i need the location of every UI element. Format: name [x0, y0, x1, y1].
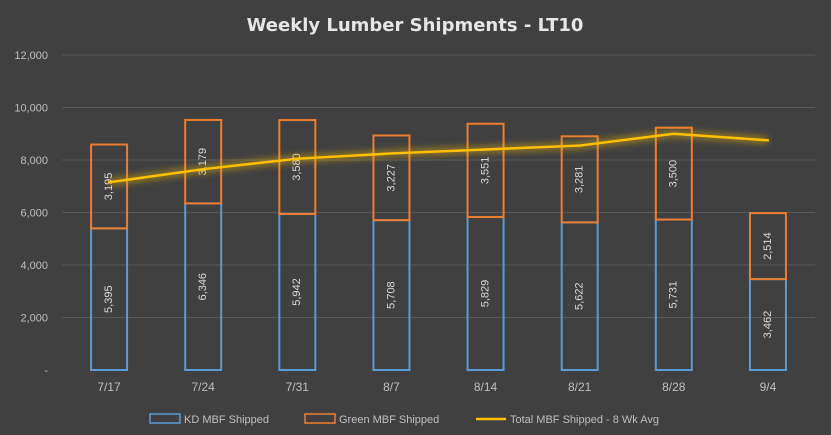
data-label-kd: 5,395	[103, 285, 115, 313]
legend-label: Total MBF Shipped - 8 Wk Avg	[510, 414, 659, 426]
chart-title: Weekly Lumber Shipments - LT10	[247, 15, 584, 36]
data-label-kd: 5,731	[668, 281, 680, 309]
x-tick-label: 8/14	[474, 380, 498, 394]
bar-green	[278, 119, 317, 216]
data-label-kd: 5,622	[574, 282, 586, 310]
data-label-kd: 6,346	[197, 273, 209, 301]
y-tick-label: 2,000	[20, 313, 48, 325]
average-line	[107, 129, 770, 187]
bars: 5,3953,1956,3463,1795,9423,5805,7083,227…	[90, 118, 787, 371]
data-label-kd: 5,942	[291, 278, 303, 306]
data-label-green: 3,227	[385, 164, 397, 192]
data-label-kd: 3,462	[762, 311, 774, 339]
data-label-kd: 5,708	[385, 281, 397, 309]
x-tick-label: 8/7	[383, 380, 400, 394]
data-label-green: 3,500	[668, 160, 680, 188]
y-axis: - 2,000 4,000 6,000 8,000 10,000 12,000	[14, 50, 48, 377]
legend-swatch	[149, 413, 181, 424]
bar-green	[466, 122, 505, 218]
x-tick-label: 7/31	[286, 380, 310, 394]
data-label-green: 3,551	[479, 157, 491, 185]
data-label-green: 2,514	[762, 232, 774, 260]
bar-green	[90, 143, 129, 230]
y-tick-label: 8,000	[20, 155, 48, 167]
y-tick-label: 12,000	[14, 50, 48, 62]
data-label-green: 3,281	[574, 166, 586, 194]
y-tick-label: 10,000	[14, 103, 48, 115]
x-axis: 7/17 7/24 7/31 8/7 8/14 8/21 8/28 9/4	[97, 380, 776, 394]
bar-green	[184, 118, 223, 205]
data-label-green: 3,195	[103, 173, 115, 201]
bar-green	[654, 126, 693, 221]
legend-label: Green MBF Shipped	[339, 414, 439, 426]
x-tick-label: 7/24	[192, 380, 216, 394]
y-tick-label: 4,000	[20, 260, 48, 272]
legend-swatch	[304, 413, 336, 424]
gridlines	[62, 54, 815, 318]
y-tick-label: 6,000	[20, 208, 48, 220]
average-line-path	[107, 132, 770, 184]
legend: KD MBF Shipped Green MBF Shipped Total MBF…	[149, 413, 659, 426]
legend-label: KD MBF Shipped	[184, 414, 269, 426]
x-tick-label: 9/4	[760, 380, 777, 394]
data-label-kd: 5,829	[479, 280, 491, 308]
bar-green	[748, 212, 787, 281]
y-tick-label: -	[44, 365, 48, 377]
x-tick-label: 8/28	[662, 380, 686, 394]
x-tick-label: 7/17	[97, 380, 121, 394]
bar-green	[372, 134, 411, 222]
bar-green	[560, 135, 599, 224]
x-tick-label: 8/21	[568, 380, 592, 394]
